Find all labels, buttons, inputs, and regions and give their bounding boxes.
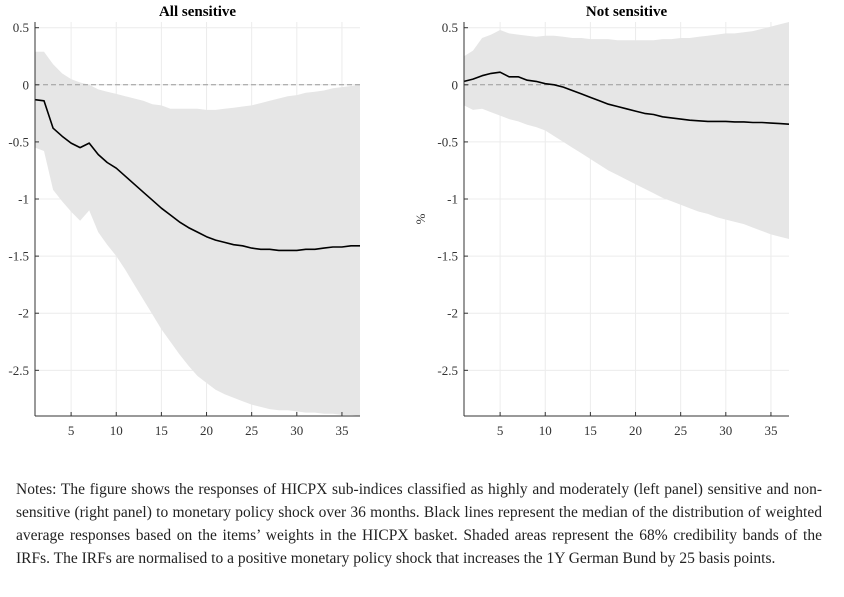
panel-title: All sensitive bbox=[159, 4, 236, 20]
x-tick-label: 15 bbox=[584, 423, 597, 438]
y-tick-label: -1 bbox=[18, 192, 29, 207]
y-tick-label: -2 bbox=[18, 306, 29, 321]
x-tick-label: 35 bbox=[335, 423, 348, 438]
y-tick-label: 0 bbox=[452, 77, 459, 92]
x-tick-label: 30 bbox=[290, 423, 303, 438]
median-irf-line bbox=[34, 98, 360, 252]
y-tick-label: 0.5 bbox=[442, 20, 458, 35]
y-tick-label: -2.5 bbox=[8, 363, 29, 378]
y-tick-label: -2 bbox=[447, 306, 458, 321]
credibility-band-68 bbox=[464, 22, 789, 239]
irf-figure: 5 10 15 20 25 30 35 0.5 0 -0.5 -1 -1.5 -2 -2.5 All sen… bbox=[0, 4, 790, 438]
left-panel: 5 10 15 20 25 30 35 0.5 0 -0.5 -1 -1.5 -2 -2.5 All sen… bbox=[0, 4, 360, 438]
x-tick-label: 10 bbox=[539, 423, 552, 438]
right-panel: 5 10 15 20 25 30 35 0.5 0 -0.5 -1 -1.5 -2 -2.5 Not sen… bbox=[413, 4, 790, 438]
x-tick-label: 5 bbox=[497, 423, 504, 438]
figure-notes: Notes: The figure shows the responses of… bbox=[16, 481, 822, 567]
x-tick-label: 25 bbox=[674, 423, 687, 438]
x-tick-label: 30 bbox=[719, 423, 732, 438]
x-tick-label: 20 bbox=[200, 423, 213, 438]
x-tick-label: 15 bbox=[155, 423, 168, 438]
y-tick-label: -1.5 bbox=[8, 249, 29, 264]
credibility-band-68 bbox=[35, 51, 360, 416]
panel-title: Not sensitive bbox=[586, 4, 668, 20]
y-tick-label: 0.5 bbox=[13, 20, 29, 35]
y-tick-label: -2.5 bbox=[437, 363, 458, 378]
x-tick-label: 10 bbox=[110, 423, 123, 438]
y-tick-label: -1 bbox=[447, 192, 458, 207]
y-tick-label: -0.5 bbox=[8, 134, 29, 149]
y-tick-label: -1.5 bbox=[437, 249, 458, 264]
y-tick-label: -0.5 bbox=[437, 134, 458, 149]
x-tick-label: 5 bbox=[68, 423, 75, 438]
y-axis-label: % bbox=[413, 213, 428, 224]
y-axis-label: % bbox=[0, 213, 3, 224]
y-tick-label: 0 bbox=[23, 77, 30, 92]
x-tick-label: 20 bbox=[629, 423, 642, 438]
x-tick-label: 35 bbox=[764, 423, 777, 438]
x-tick-label: 25 bbox=[245, 423, 258, 438]
median-irf-line bbox=[463, 71, 790, 125]
